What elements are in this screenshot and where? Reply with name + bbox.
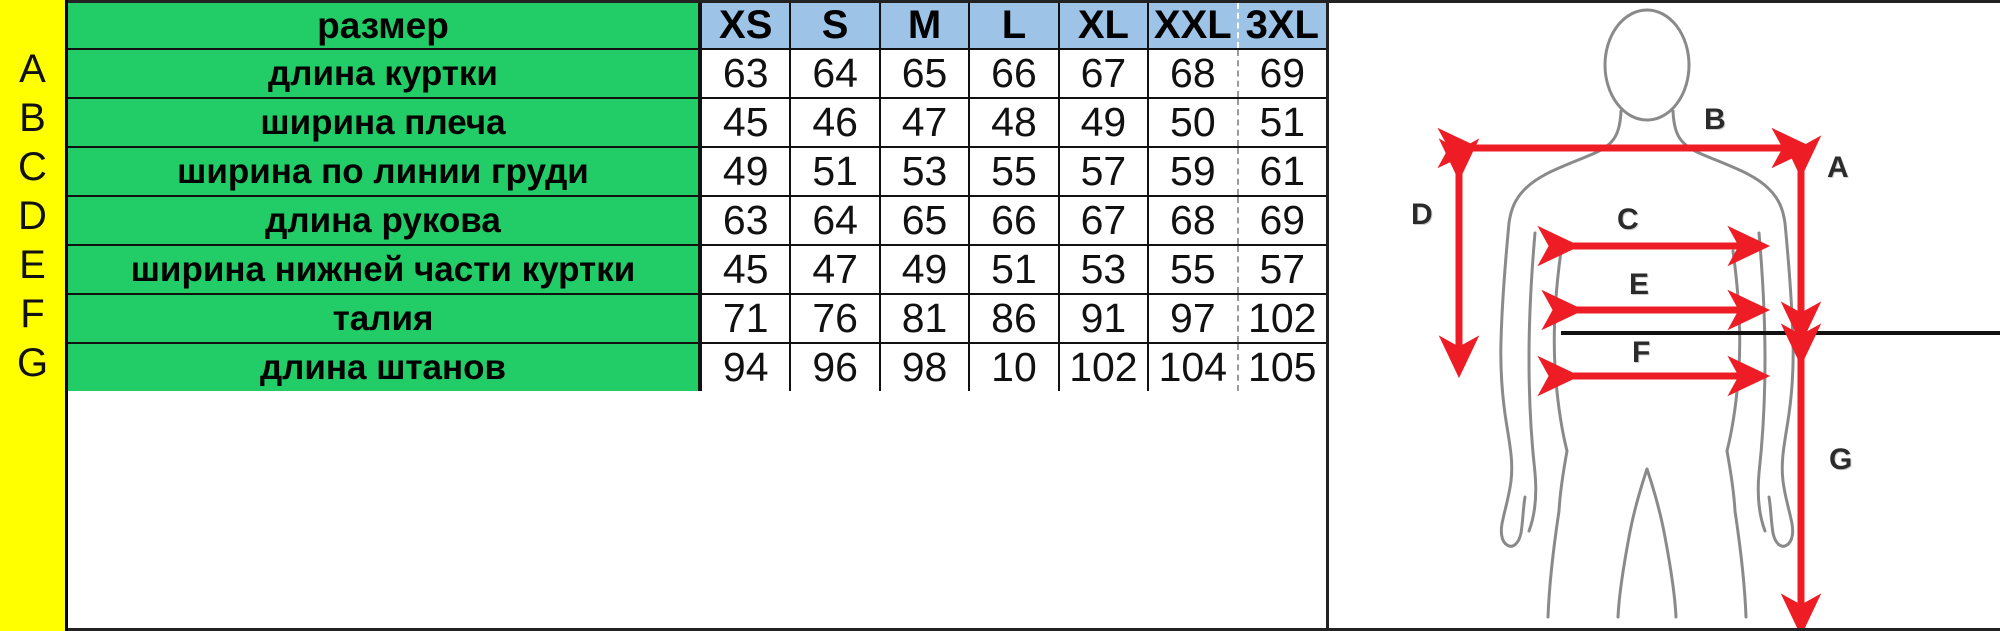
table-row: длина рукова 63 64 65 66 67 68 69	[68, 195, 1326, 244]
cell-b-m: 47	[878, 99, 969, 146]
cell-a-l: 66	[968, 50, 1058, 97]
letter-column: A B C D E F G	[0, 0, 68, 631]
row-name-g: длина штанов	[68, 344, 700, 391]
cell-g-3xl: 105	[1236, 344, 1326, 391]
cell-a-xs: 63	[700, 50, 790, 97]
letter-cell-d: D	[18, 194, 47, 238]
cell-a-xxl: 68	[1147, 50, 1237, 97]
letter-cell-g: G	[16, 341, 49, 385]
table-row: ширина по линии груди 49 51 53 55 57 59 …	[68, 146, 1326, 195]
cell-c-xl: 57	[1057, 148, 1148, 195]
cell-e-xl: 53	[1057, 246, 1148, 293]
size-header-m: M	[878, 3, 969, 48]
cell-g-xs: 94	[700, 344, 790, 391]
cell-c-xxl: 59	[1147, 148, 1237, 195]
cell-g-l: 10	[968, 344, 1058, 391]
body-measurement-diagram: B C E F A D G	[1326, 0, 2000, 631]
cell-b-xxl: 50	[1147, 99, 1237, 146]
cell-f-3xl: 102	[1236, 295, 1326, 342]
measurements-table: размер XS S M L XL XXL 3XL длина куртки …	[68, 0, 1326, 631]
table-row: длина куртки 63 64 65 66 67 68 69	[68, 48, 1326, 97]
cell-a-m: 65	[878, 50, 969, 97]
header-measure-label: размер	[68, 3, 700, 48]
cell-g-xl: 102	[1057, 344, 1148, 391]
size-header-l: L	[968, 3, 1058, 48]
cell-d-m: 65	[878, 197, 969, 244]
size-header-xxl: XXL	[1147, 3, 1237, 48]
body-figure-svg	[1437, 8, 2000, 628]
cell-d-xl: 67	[1057, 197, 1148, 244]
letter-cell-b: B	[19, 96, 46, 140]
cell-f-l: 86	[968, 295, 1058, 342]
size-header-3xl: 3XL	[1236, 3, 1326, 48]
row-name-c: ширина по линии груди	[68, 148, 700, 195]
letter-cell-e: E	[19, 243, 46, 287]
cell-d-3xl: 69	[1236, 197, 1326, 244]
table-row: талия 71 76 81 86 91 97 102	[68, 293, 1326, 342]
table-row: длина штанов 94 96 98 10 102 104 105	[68, 342, 1326, 391]
cell-b-3xl: 51	[1236, 99, 1326, 146]
cell-e-xs: 45	[700, 246, 790, 293]
cell-c-3xl: 61	[1236, 148, 1326, 195]
cell-e-l: 51	[968, 246, 1058, 293]
diagram-label-f: F	[1632, 336, 1651, 369]
letter-cell-header	[0, 0, 65, 45]
cell-f-xs: 71	[700, 295, 790, 342]
cell-g-s: 96	[789, 344, 879, 391]
cell-e-3xl: 57	[1236, 246, 1326, 293]
cell-d-s: 64	[789, 197, 879, 244]
cell-b-s: 46	[789, 99, 879, 146]
cell-d-xxl: 68	[1147, 197, 1237, 244]
table-header-row: размер XS S M L XL XXL 3XL	[68, 3, 1326, 48]
cell-a-xl: 67	[1057, 50, 1148, 97]
row-name-f: талия	[68, 295, 700, 342]
row-name-d: длина рукова	[68, 197, 700, 244]
letter-cell-a: A	[19, 47, 46, 91]
cell-a-s: 64	[789, 50, 879, 97]
cell-f-xxl: 97	[1147, 295, 1237, 342]
cell-b-xl: 49	[1057, 99, 1148, 146]
cell-c-m: 53	[878, 148, 969, 195]
diagram-label-c: C	[1617, 203, 1639, 236]
letter-cell-f: F	[20, 292, 45, 336]
row-name-b: ширина плеча	[68, 99, 700, 146]
cell-e-xxl: 55	[1147, 246, 1237, 293]
table-row: ширина нижней части куртки 45 47 49 51 5…	[68, 244, 1326, 293]
cell-d-l: 66	[968, 197, 1058, 244]
cell-d-xs: 63	[700, 197, 790, 244]
cell-g-m: 98	[878, 344, 969, 391]
diagram-label-b: B	[1704, 103, 1726, 136]
diagram-label-d: D	[1411, 198, 1433, 231]
cell-f-xl: 91	[1057, 295, 1148, 342]
size-header-s: S	[789, 3, 879, 48]
diagram-label-e: E	[1629, 268, 1650, 301]
cell-e-s: 47	[789, 246, 879, 293]
cell-f-m: 81	[878, 295, 969, 342]
cell-b-xs: 45	[700, 99, 790, 146]
cell-b-l: 48	[968, 99, 1058, 146]
row-name-a: длина куртки	[68, 50, 700, 97]
cell-c-l: 55	[968, 148, 1058, 195]
cell-e-m: 49	[878, 246, 969, 293]
size-header-xl: XL	[1057, 3, 1148, 48]
table-row: ширина плеча 45 46 47 48 49 50 51	[68, 97, 1326, 146]
cell-f-s: 76	[789, 295, 879, 342]
letter-cell-c: C	[18, 145, 47, 189]
cell-c-xs: 49	[700, 148, 790, 195]
row-name-e: ширина нижней части куртки	[68, 246, 700, 293]
diagram-label-g: G	[1829, 443, 1853, 476]
cell-g-xxl: 104	[1147, 344, 1237, 391]
cell-a-3xl: 69	[1236, 50, 1326, 97]
diagram-label-a: A	[1827, 151, 1849, 184]
size-header-xs: XS	[700, 3, 790, 48]
cell-c-s: 51	[789, 148, 879, 195]
